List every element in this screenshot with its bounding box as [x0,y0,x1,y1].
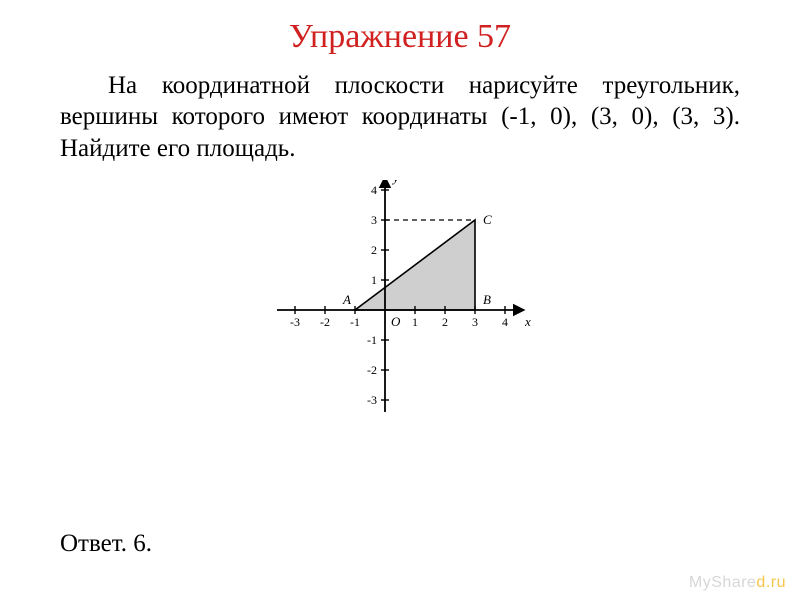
chart-container: -3 -2 -1 1 2 3 4 -3 -2 -1 1 2 3 4 x y O A B C [0,180,800,420]
svg-text:1: 1 [371,273,377,287]
svg-text:O: O [391,314,401,329]
svg-text:x: x [524,314,531,329]
exercise-title: Упражнение 57 [0,0,800,70]
svg-text:3: 3 [371,213,377,227]
svg-text:2: 2 [371,243,377,257]
svg-text:A: A [342,292,351,307]
svg-text:-3: -3 [290,315,300,329]
watermark: MyShared.ru [689,574,786,592]
svg-text:2: 2 [442,315,448,329]
svg-text:1: 1 [412,315,418,329]
svg-text:-1: -1 [350,315,360,329]
coordinate-chart: -3 -2 -1 1 2 3 4 -3 -2 -1 1 2 3 4 x y O A B C [250,180,550,420]
problem-text: На координатной плоскости нарисуйте треу… [0,70,800,164]
svg-text:-2: -2 [367,363,377,377]
svg-text:-1: -1 [367,333,377,347]
svg-text:C: C [483,212,492,227]
svg-text:-2: -2 [320,315,330,329]
answer-text: Ответ. 6. [60,530,152,558]
svg-text:3: 3 [472,315,478,329]
watermark-left: MyShare [689,574,757,591]
svg-text:4: 4 [371,183,377,197]
svg-text:y: y [391,180,399,185]
svg-text:B: B [483,292,491,307]
svg-text:-3: -3 [367,393,377,407]
watermark-right: d.ru [756,574,786,591]
svg-text:4: 4 [502,315,508,329]
